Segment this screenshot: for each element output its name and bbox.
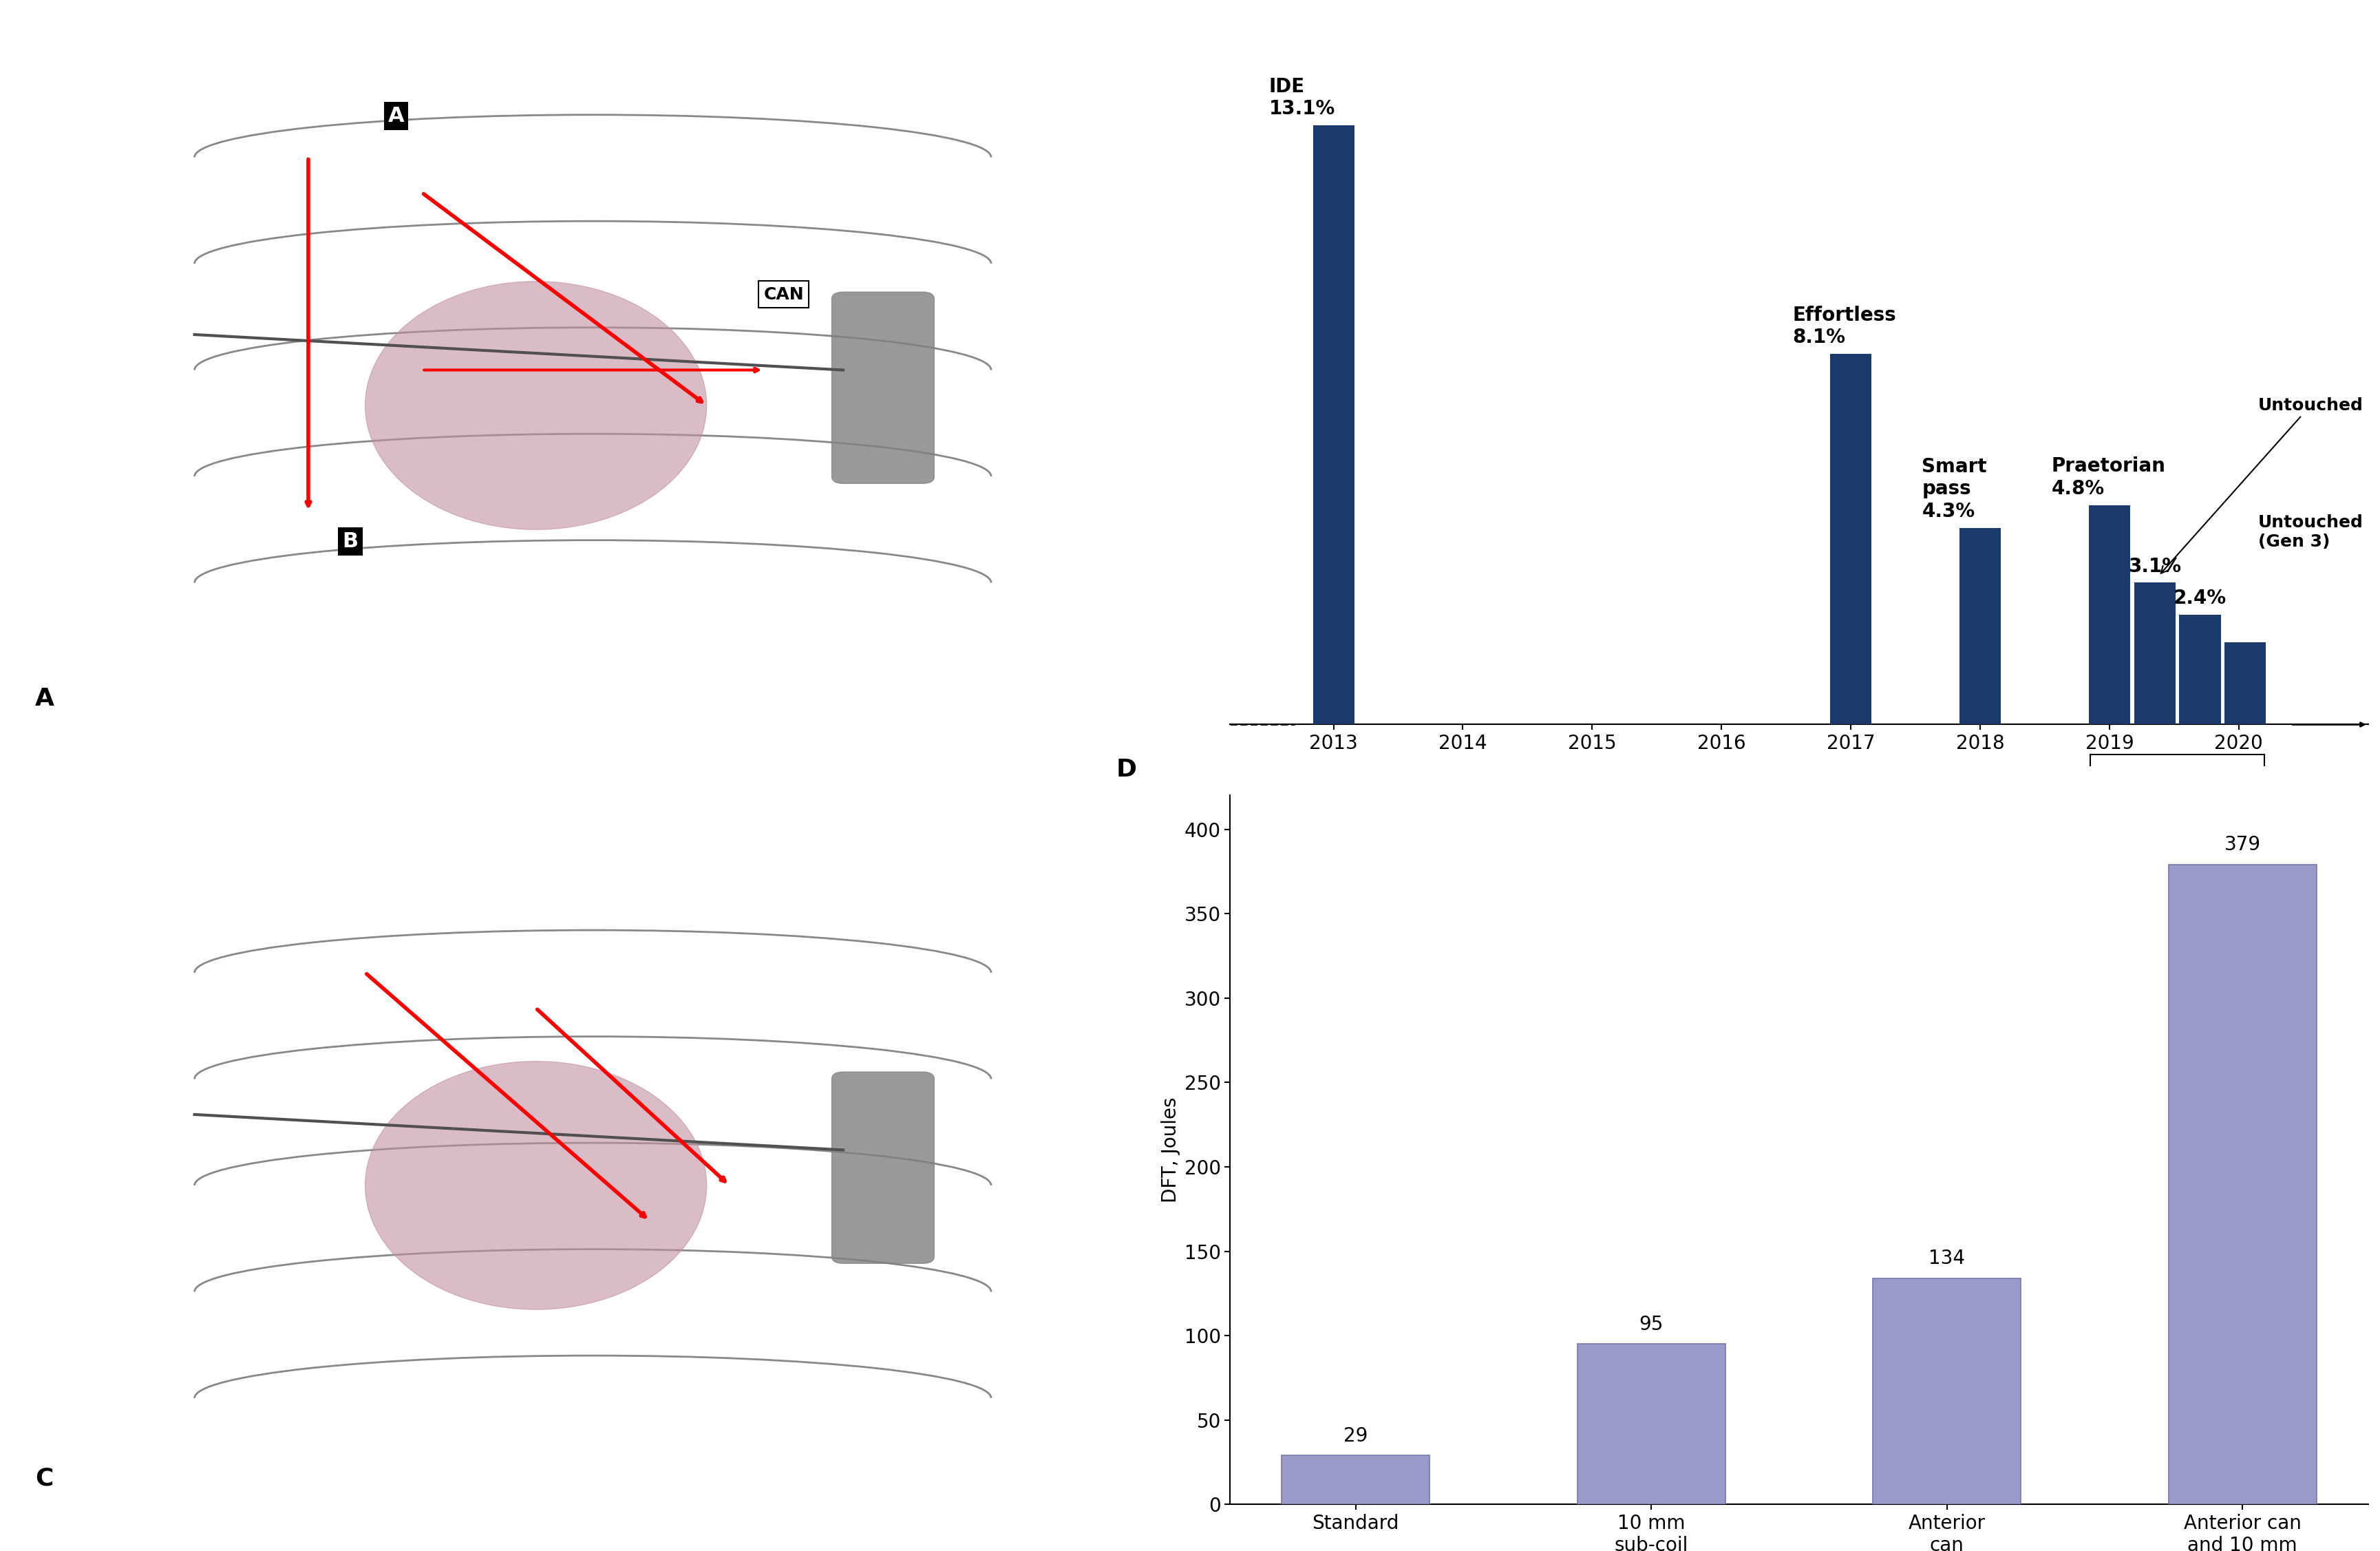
Text: 29: 29 bbox=[1345, 1425, 1368, 1446]
Bar bbox=[2180, 614, 2221, 724]
Bar bbox=[1873, 1278, 2021, 1504]
Text: Smart
pass
4.3%: Smart pass 4.3% bbox=[1923, 458, 1987, 521]
FancyBboxPatch shape bbox=[831, 292, 935, 484]
Text: Praetorian
4.8%: Praetorian 4.8% bbox=[2052, 456, 2166, 498]
Bar bbox=[1830, 354, 1871, 724]
Bar bbox=[2225, 642, 2266, 724]
Bar bbox=[1959, 527, 2002, 724]
Text: D: D bbox=[1116, 758, 1138, 782]
FancyBboxPatch shape bbox=[831, 1072, 935, 1264]
Text: CAN: CAN bbox=[764, 285, 804, 302]
Text: IDE
13.1%: IDE 13.1% bbox=[1269, 78, 1335, 118]
Bar bbox=[1578, 1345, 1725, 1504]
Ellipse shape bbox=[364, 281, 707, 529]
Text: B: B bbox=[343, 532, 359, 552]
Text: 134: 134 bbox=[1928, 1249, 1966, 1269]
Text: 2.4%: 2.4% bbox=[2173, 589, 2228, 608]
Ellipse shape bbox=[364, 1061, 707, 1309]
Text: Untouched
(Gen 3): Untouched (Gen 3) bbox=[2259, 515, 2363, 551]
Text: Untouched: Untouched bbox=[2161, 397, 2363, 574]
Text: C: C bbox=[36, 1467, 52, 1491]
Bar bbox=[2090, 506, 2130, 724]
Text: 379: 379 bbox=[2225, 836, 2261, 855]
Text: A: A bbox=[36, 687, 55, 710]
Text: 3.1%: 3.1% bbox=[2128, 557, 2180, 575]
Text: A: A bbox=[388, 105, 405, 126]
Bar bbox=[2135, 583, 2175, 724]
Text: 95: 95 bbox=[1640, 1315, 1664, 1334]
Bar bbox=[1314, 126, 1354, 724]
Bar bbox=[2168, 864, 2316, 1504]
Y-axis label: DFT, Joules: DFT, Joules bbox=[1161, 1097, 1180, 1202]
Text: Effortless
8.1%: Effortless 8.1% bbox=[1792, 306, 1897, 347]
Bar bbox=[1283, 1455, 1430, 1504]
